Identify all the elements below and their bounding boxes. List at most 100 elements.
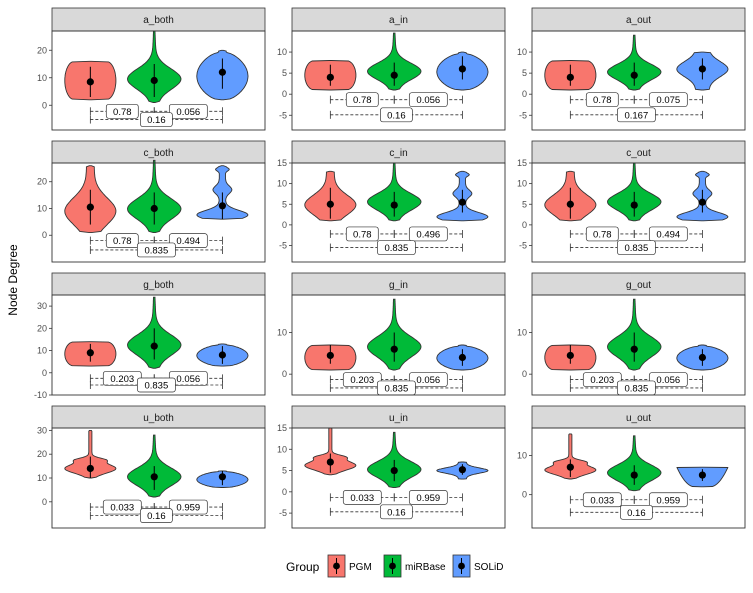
p-value-box <box>168 103 208 119</box>
p-value-label: 0.167 <box>624 110 648 121</box>
mean-point-mirbase <box>390 466 398 475</box>
p-value-label: 0.835 <box>144 245 168 256</box>
mean-point-solid <box>218 68 226 76</box>
p-value-box <box>585 92 619 108</box>
p-value-label: 0.835 <box>624 383 648 394</box>
panel-border <box>291 162 506 263</box>
mean-point-mirbase <box>150 342 158 350</box>
y-tick-label: 15 <box>277 423 287 433</box>
mean-point-solid <box>698 65 707 73</box>
p-value-box <box>648 92 688 108</box>
panel-border <box>51 30 266 131</box>
p-value-label: 0.78 <box>353 95 372 106</box>
panel-border <box>291 427 506 529</box>
p-value-box <box>102 499 142 515</box>
mean-point-solid <box>218 202 226 210</box>
y-tick-label: 5 <box>282 199 287 209</box>
y-tick-label: 0 <box>522 220 527 230</box>
violin-mirbase <box>607 435 662 492</box>
strip-label: c_out <box>626 148 651 159</box>
p-value-label: 0.056 <box>656 375 680 386</box>
panel-c-out: c_out -5 0 5 10 15 0.78 0.494 0.835 <box>517 140 746 263</box>
mean-point-solid <box>458 65 466 73</box>
strip-label: g_both <box>143 280 174 291</box>
p-value-box <box>380 504 413 520</box>
y-tick-label: 10 <box>277 179 287 189</box>
panel-a-out: a_out -5 0 5 10 0.78 0.075 0.167 <box>517 7 746 131</box>
p-value-box <box>408 490 448 505</box>
legend-item-pgm: PGM <box>327 554 372 578</box>
y-tick-label: 10 <box>37 346 47 356</box>
panel-border <box>291 294 506 396</box>
y-tick-label: 0 <box>282 369 287 379</box>
legend-item-mirbase: miRBase <box>383 554 446 578</box>
legend-key-point <box>389 562 396 570</box>
mean-point-pgm <box>86 464 94 473</box>
mean-point-solid <box>458 353 466 362</box>
p-value-box <box>582 372 622 387</box>
y-tick-label: 20 <box>37 323 47 333</box>
p-value-label: 0.835 <box>384 243 408 254</box>
p-value-box <box>137 242 176 258</box>
strip-label: c_in <box>389 148 407 159</box>
y-tick-label: 20 <box>37 449 47 459</box>
p-value-label: 0.959 <box>176 503 200 514</box>
y-tick-label: 5 <box>282 68 287 78</box>
strip-label: a_out <box>626 15 651 26</box>
legend-label: miRBase <box>405 562 446 573</box>
y-tick-label: -5 <box>519 110 527 120</box>
p-value-label: 0.78 <box>113 107 132 118</box>
mean-point-solid <box>218 473 226 481</box>
p-value-label: 0.78 <box>593 229 612 240</box>
mean-point-pgm <box>86 349 94 357</box>
y-axis-title: Node Degree <box>6 244 20 316</box>
p-value-box <box>620 504 653 520</box>
violin-mirbase <box>367 32 422 91</box>
legend-title: Group <box>286 560 320 574</box>
p-value-box <box>617 107 656 123</box>
mean-point-mirbase <box>630 345 638 353</box>
y-tick-label: 15 <box>517 158 527 168</box>
p-value-label: 0.959 <box>656 495 680 506</box>
p-value-label: 0.16 <box>387 110 406 121</box>
p-value-box <box>648 226 688 242</box>
panel-g-out: g_out 0 10 0.203 0.056 0.835 <box>517 272 746 396</box>
p-value-label: 0.494 <box>656 229 680 240</box>
p-value-box <box>377 240 416 255</box>
mean-point-solid <box>458 466 466 474</box>
panel-border <box>291 30 506 131</box>
panel-u-both: u_both 0 10 20 30 0.033 0.959 0.16 <box>37 405 266 529</box>
panel-border <box>531 30 746 131</box>
p-value-box <box>105 103 139 119</box>
panel-border <box>51 162 266 263</box>
violin-pgm <box>544 433 597 480</box>
p-value-box <box>168 499 208 515</box>
mean-point-pgm <box>566 351 574 360</box>
y-tick-label: 20 <box>37 177 47 187</box>
strip-label: u_out <box>626 413 651 424</box>
mean-point-pgm <box>566 463 574 471</box>
y-tick-label: 0 <box>42 497 47 507</box>
mean-point-solid <box>698 198 707 206</box>
y-tick-label: -10 <box>34 390 47 400</box>
legend: Group PGM miRBase SOLiD <box>286 554 503 578</box>
violin-mirbase <box>127 434 182 498</box>
p-value-box <box>585 226 619 242</box>
legend-label: SOLiD <box>474 562 503 573</box>
mean-point-solid <box>458 198 466 206</box>
y-tick-label: 10 <box>517 328 527 338</box>
p-value-box <box>380 107 413 123</box>
mean-point-mirbase <box>630 201 638 209</box>
y-tick-label: 0 <box>282 487 287 497</box>
panel-u-in: u_in -5 0 5 10 15 0.033 0.959 0.16 <box>277 405 506 529</box>
y-tick-label: 0 <box>42 368 47 378</box>
mean-point-mirbase <box>630 71 638 79</box>
legend-item-solid: SOLiD <box>452 554 503 578</box>
mean-point-mirbase <box>390 201 398 209</box>
mean-point-mirbase <box>390 345 398 353</box>
p-value-label: 0.033 <box>350 493 374 504</box>
p-value-box <box>408 226 448 242</box>
panel-border <box>51 294 266 396</box>
mean-point-pgm <box>326 351 334 360</box>
y-tick-label: 0 <box>522 89 527 99</box>
